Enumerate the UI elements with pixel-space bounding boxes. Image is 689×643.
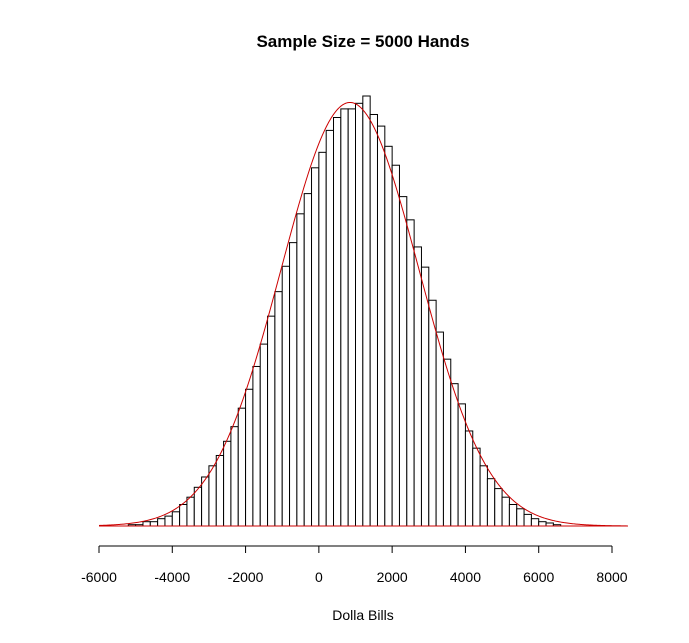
chart-title: Sample Size = 5000 Hands bbox=[256, 32, 469, 51]
histogram-bar bbox=[479, 465, 488, 527]
histogram-bar bbox=[142, 521, 151, 527]
histogram-bar bbox=[259, 343, 269, 527]
histogram-bar bbox=[223, 440, 232, 527]
histogram-bar bbox=[376, 125, 386, 527]
histogram-bar bbox=[149, 521, 159, 527]
x-tick-label: -2000 bbox=[228, 569, 264, 585]
histogram-bar bbox=[171, 511, 181, 527]
histogram-bar bbox=[523, 513, 532, 527]
histogram-bar bbox=[318, 151, 327, 527]
histogram-bar bbox=[406, 219, 415, 527]
histogram-bar bbox=[289, 242, 298, 527]
histogram-bar bbox=[164, 515, 173, 527]
histogram-bar bbox=[413, 246, 422, 527]
histogram-bar bbox=[464, 430, 474, 527]
histogram-bar bbox=[450, 383, 459, 527]
histogram-bar bbox=[442, 358, 452, 527]
histogram-bar bbox=[420, 266, 430, 527]
histogram-bar bbox=[494, 488, 503, 527]
x-tick-label: -6000 bbox=[81, 569, 117, 585]
histogram-bar bbox=[311, 167, 320, 527]
x-axis: -6000 -4000 -2000 0 2000 4000 6000 8000 bbox=[81, 545, 628, 585]
histogram-bar bbox=[179, 504, 188, 527]
histogram-bar bbox=[267, 315, 276, 527]
histogram-bar bbox=[157, 518, 166, 527]
histogram-bar bbox=[230, 426, 239, 527]
histogram-bar bbox=[508, 504, 518, 527]
histogram-bar bbox=[274, 291, 283, 527]
histogram-bar bbox=[340, 108, 349, 527]
x-tick-label: 6000 bbox=[523, 569, 554, 585]
histogram-bar bbox=[237, 407, 247, 527]
histogram-bar bbox=[398, 196, 408, 527]
histogram-bar bbox=[208, 465, 217, 527]
histogram-bar bbox=[516, 508, 525, 527]
x-axis-label: Dolla Bills bbox=[332, 607, 393, 623]
histogram-bar bbox=[369, 113, 378, 527]
histogram-bar bbox=[391, 164, 400, 527]
histogram-bar bbox=[435, 331, 444, 527]
x-tick-label: -4000 bbox=[154, 569, 190, 585]
histogram-bar bbox=[355, 102, 364, 527]
histogram-bar bbox=[303, 193, 313, 527]
normal-density-curve bbox=[98, 101, 627, 527]
histogram-bar bbox=[347, 108, 357, 527]
histogram-bar bbox=[252, 365, 261, 527]
x-tick-label: 0 bbox=[315, 569, 323, 585]
histogram-bar bbox=[501, 496, 510, 527]
x-tick-label: 4000 bbox=[450, 569, 481, 585]
histogram-bar bbox=[281, 265, 291, 527]
histogram-bar bbox=[193, 486, 203, 527]
histogram-bar bbox=[201, 476, 210, 527]
histogram-bar bbox=[296, 213, 305, 527]
histogram-bar bbox=[530, 518, 540, 527]
histogram-bar bbox=[472, 447, 481, 527]
histogram-bar bbox=[333, 117, 342, 527]
histogram-bar bbox=[215, 454, 225, 527]
x-tick-label: 8000 bbox=[596, 569, 627, 585]
histogram-bar bbox=[486, 478, 496, 527]
histogram-bar bbox=[538, 521, 547, 527]
histogram-bar bbox=[428, 299, 437, 527]
histogram-bars bbox=[127, 95, 562, 527]
histogram-bar bbox=[325, 129, 335, 527]
histogram-bar bbox=[457, 403, 466, 527]
histogram-bar bbox=[362, 95, 371, 527]
histogram-bar bbox=[186, 496, 195, 527]
histogram-bar bbox=[245, 388, 254, 527]
histogram-bar bbox=[384, 145, 393, 527]
x-tick-label: 2000 bbox=[377, 569, 408, 585]
